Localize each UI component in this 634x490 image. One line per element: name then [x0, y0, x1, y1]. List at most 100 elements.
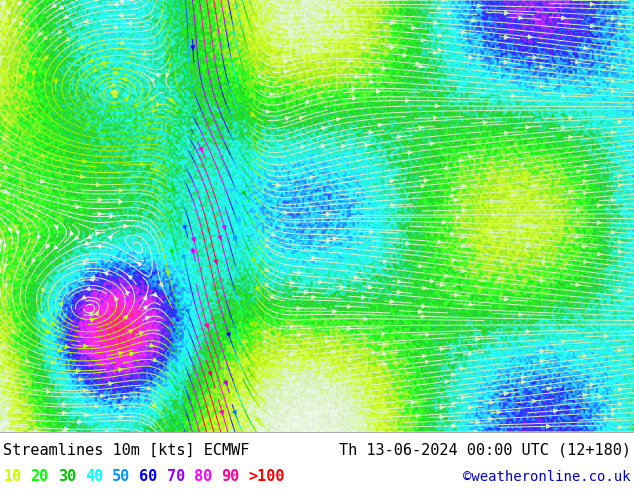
FancyArrowPatch shape — [611, 17, 616, 20]
FancyArrowPatch shape — [391, 179, 395, 183]
FancyArrowPatch shape — [583, 191, 588, 195]
FancyArrowPatch shape — [382, 332, 386, 336]
FancyArrowPatch shape — [25, 359, 30, 363]
FancyArrowPatch shape — [58, 348, 63, 352]
FancyArrowPatch shape — [105, 430, 110, 434]
FancyArrowPatch shape — [569, 190, 573, 193]
FancyArrowPatch shape — [505, 131, 509, 135]
FancyArrowPatch shape — [451, 401, 456, 405]
FancyArrowPatch shape — [63, 411, 67, 415]
FancyArrowPatch shape — [90, 318, 95, 322]
FancyArrowPatch shape — [391, 21, 395, 25]
FancyArrowPatch shape — [147, 122, 152, 126]
FancyArrowPatch shape — [497, 411, 501, 415]
FancyArrowPatch shape — [84, 241, 89, 245]
FancyArrowPatch shape — [51, 3, 56, 8]
FancyArrowPatch shape — [95, 404, 100, 408]
FancyArrowPatch shape — [290, 352, 295, 356]
FancyArrowPatch shape — [424, 178, 429, 182]
FancyArrowPatch shape — [130, 352, 134, 356]
FancyArrowPatch shape — [40, 179, 45, 183]
FancyArrowPatch shape — [540, 349, 545, 353]
FancyArrowPatch shape — [347, 368, 352, 371]
FancyArrowPatch shape — [346, 379, 350, 383]
FancyArrowPatch shape — [270, 425, 275, 429]
FancyArrowPatch shape — [504, 392, 508, 395]
FancyArrowPatch shape — [153, 358, 158, 362]
FancyArrowPatch shape — [526, 125, 530, 129]
FancyArrowPatch shape — [124, 315, 127, 319]
FancyArrowPatch shape — [362, 46, 366, 49]
FancyArrowPatch shape — [460, 367, 465, 371]
FancyArrowPatch shape — [214, 260, 218, 264]
FancyArrowPatch shape — [170, 249, 174, 254]
FancyArrowPatch shape — [618, 240, 623, 244]
FancyArrowPatch shape — [191, 46, 195, 50]
FancyArrowPatch shape — [547, 424, 551, 428]
FancyArrowPatch shape — [519, 313, 524, 317]
FancyArrowPatch shape — [98, 198, 103, 202]
FancyArrowPatch shape — [65, 427, 69, 431]
Text: 60: 60 — [139, 469, 158, 484]
FancyArrowPatch shape — [108, 382, 113, 386]
FancyArrowPatch shape — [266, 110, 271, 114]
FancyArrowPatch shape — [425, 333, 430, 337]
FancyArrowPatch shape — [285, 117, 290, 121]
FancyArrowPatch shape — [483, 121, 488, 124]
FancyArrowPatch shape — [391, 45, 395, 49]
FancyArrowPatch shape — [3, 345, 8, 349]
FancyArrowPatch shape — [290, 281, 295, 285]
FancyArrowPatch shape — [46, 390, 51, 393]
FancyArrowPatch shape — [618, 425, 623, 429]
FancyArrowPatch shape — [569, 116, 573, 120]
FancyArrowPatch shape — [419, 264, 424, 268]
FancyArrowPatch shape — [85, 413, 89, 417]
FancyArrowPatch shape — [332, 399, 336, 403]
FancyArrowPatch shape — [58, 5, 63, 9]
FancyArrowPatch shape — [451, 373, 456, 377]
FancyArrowPatch shape — [421, 315, 425, 318]
FancyArrowPatch shape — [361, 295, 366, 299]
FancyArrowPatch shape — [611, 407, 616, 411]
FancyArrowPatch shape — [257, 74, 262, 78]
FancyArrowPatch shape — [11, 329, 16, 334]
FancyArrowPatch shape — [262, 349, 268, 353]
FancyArrowPatch shape — [51, 321, 56, 326]
FancyArrowPatch shape — [462, 269, 466, 273]
FancyArrowPatch shape — [618, 22, 623, 25]
FancyArrowPatch shape — [7, 11, 10, 15]
FancyArrowPatch shape — [129, 329, 134, 333]
FancyArrowPatch shape — [103, 271, 108, 275]
FancyArrowPatch shape — [110, 83, 115, 86]
FancyArrowPatch shape — [264, 268, 269, 272]
FancyArrowPatch shape — [16, 231, 20, 235]
FancyArrowPatch shape — [284, 70, 288, 74]
FancyArrowPatch shape — [119, 0, 123, 3]
FancyArrowPatch shape — [562, 94, 566, 98]
FancyArrowPatch shape — [81, 261, 86, 265]
FancyArrowPatch shape — [469, 302, 474, 306]
FancyArrowPatch shape — [583, 179, 587, 183]
FancyArrowPatch shape — [368, 285, 373, 289]
FancyArrowPatch shape — [440, 415, 444, 419]
FancyArrowPatch shape — [309, 175, 314, 179]
FancyArrowPatch shape — [365, 144, 370, 147]
FancyArrowPatch shape — [590, 2, 595, 6]
FancyArrowPatch shape — [406, 98, 410, 102]
FancyArrowPatch shape — [65, 344, 70, 348]
FancyArrowPatch shape — [611, 130, 616, 134]
FancyArrowPatch shape — [618, 249, 623, 253]
FancyArrowPatch shape — [165, 73, 169, 77]
FancyArrowPatch shape — [553, 409, 558, 413]
FancyArrowPatch shape — [127, 21, 132, 25]
FancyArrowPatch shape — [6, 429, 10, 433]
FancyArrowPatch shape — [372, 351, 377, 355]
FancyArrowPatch shape — [98, 212, 103, 216]
FancyArrowPatch shape — [355, 75, 359, 79]
FancyArrowPatch shape — [461, 395, 466, 399]
FancyArrowPatch shape — [353, 96, 357, 100]
FancyArrowPatch shape — [618, 348, 623, 352]
FancyArrowPatch shape — [403, 53, 408, 57]
FancyArrowPatch shape — [347, 304, 352, 308]
FancyArrowPatch shape — [418, 310, 423, 314]
